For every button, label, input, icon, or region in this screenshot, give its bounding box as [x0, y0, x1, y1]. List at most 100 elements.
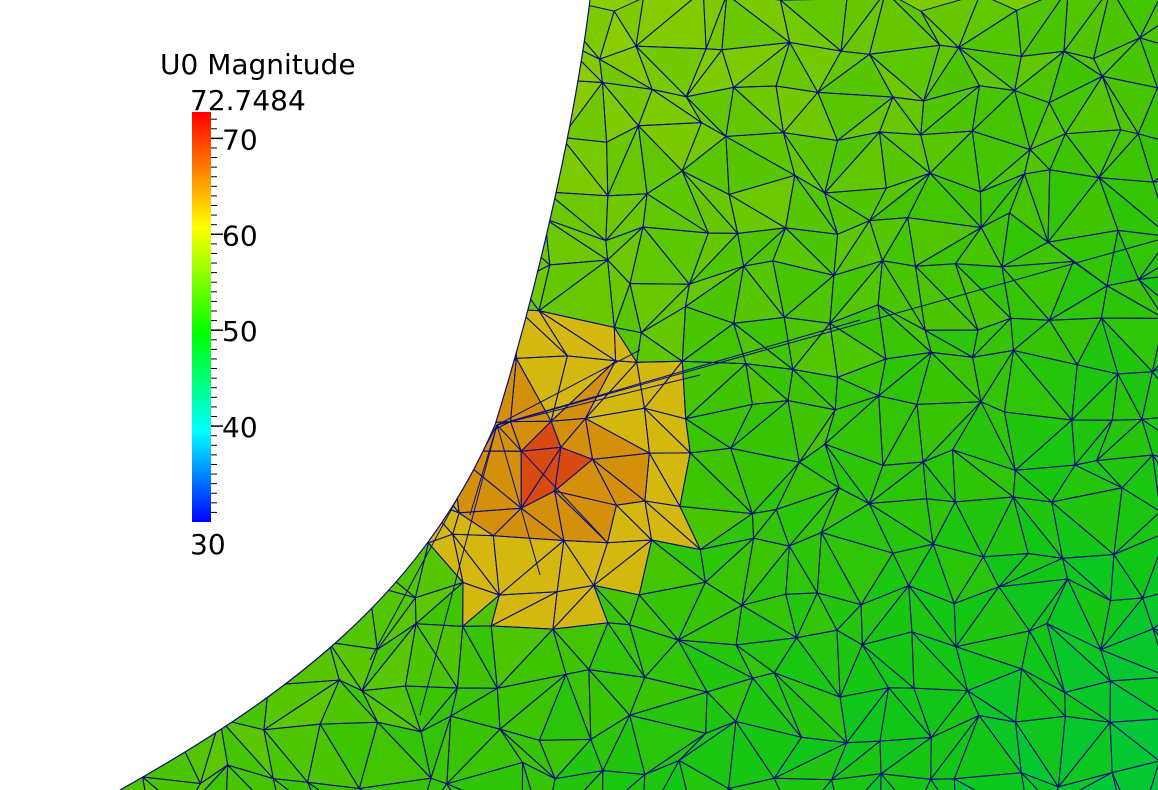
mesh-cell [1113, 532, 1158, 598]
mesh-cell-edge [0, 278, 36, 325]
mesh-cell [588, 669, 630, 740]
mesh-cell [599, 46, 653, 90]
mesh-cell [776, 86, 818, 133]
mesh-cell [144, 216, 199, 274]
mesh-cell [354, 305, 404, 375]
mesh-cell-edge [43, 15, 90, 59]
mesh-cell-edge [512, 79, 563, 139]
mesh-cell-edge [335, 448, 379, 517]
mesh-cell-edge [14, 487, 61, 542]
mesh-cell [956, 630, 1030, 669]
mesh-cell-edge [365, 224, 431, 273]
mesh-cell-edge [137, 215, 189, 275]
mesh-refinement-edge [496, 374, 701, 426]
mesh-cell [360, 92, 407, 151]
mesh-cell [836, 604, 863, 645]
mesh-cell-edge [169, 581, 244, 630]
mesh-cell [880, 773, 915, 790]
mesh-cell [307, 724, 360, 789]
mesh-cell [869, 503, 934, 554]
mesh-cell [15, 541, 56, 584]
mesh-cell-edge [167, 668, 221, 720]
mesh-cell-edge [120, 4, 132, 36]
mesh-cell [840, 644, 889, 697]
mesh-cell [1112, 761, 1158, 790]
mesh-cell-edge [306, 559, 372, 586]
mesh-cell-edge [374, 497, 430, 544]
mesh-cell [825, 444, 883, 504]
mesh-cell [774, 778, 832, 790]
mesh-cell [1051, 502, 1114, 559]
mesh-cell [264, 262, 340, 316]
mesh-cell [869, 45, 940, 101]
mesh-cell [1101, 285, 1158, 319]
mesh-cell [981, 212, 1010, 267]
mesh-cell [446, 729, 523, 784]
mesh-cell [592, 453, 650, 501]
mesh-cell [43, 31, 90, 89]
mesh-cell [1107, 230, 1139, 286]
mesh-cell-edge [191, 147, 242, 198]
mesh-cell-edge [189, 8, 224, 40]
mesh-cell-edge [0, 680, 62, 737]
mesh-cell [1110, 0, 1158, 38]
mesh-cell [192, 131, 217, 197]
mesh-cell-edge [120, 600, 148, 628]
mesh-cell [138, 196, 192, 232]
mesh-cell [1048, 177, 1118, 243]
mesh-cell-edge [125, 668, 185, 727]
mesh-cell [1101, 318, 1158, 372]
mesh-cell [690, 448, 753, 514]
mesh-cell [1075, 460, 1123, 488]
mesh-cell-edge [197, 271, 216, 313]
mesh-cell-edge [48, 541, 87, 584]
mesh-cell-edge [0, 584, 48, 640]
mesh-cell [274, 0, 326, 38]
mesh-cell [462, 287, 519, 332]
mesh-cell [679, 452, 753, 514]
mesh-cell [602, 715, 645, 775]
mesh-cell [120, 676, 127, 742]
mesh-cell [785, 175, 838, 235]
mesh-cell [752, 672, 802, 738]
mesh-cell [880, 687, 932, 742]
mesh-cell-edge [929, 778, 957, 790]
mesh-cell [288, 374, 327, 396]
mesh-cell [190, 9, 224, 40]
mesh-cell [636, 46, 707, 97]
mesh-cell [120, 269, 145, 324]
mesh-cell-edge [402, 423, 457, 452]
mesh-cell [745, 363, 788, 405]
mesh-cell [49, 453, 98, 510]
mesh-cell [364, 399, 401, 450]
mesh-cell-edge [357, 777, 432, 790]
mesh-cell [840, 773, 881, 790]
mesh-cell-edge [216, 105, 273, 152]
mesh-cell-edge [212, 311, 272, 365]
mesh-cell-edge [174, 311, 235, 373]
mesh-cell [0, 278, 36, 325]
mesh-cell [881, 773, 931, 790]
mesh-cell [824, 193, 870, 235]
mesh-cell [324, 514, 376, 561]
mesh-cell-edge [120, 134, 133, 197]
mesh-cell [678, 640, 753, 692]
mesh-cell [1117, 371, 1153, 420]
mesh-cell [817, 51, 870, 93]
mesh-cell [1138, 87, 1158, 150]
mesh-cell [446, 716, 500, 784]
mesh-cell-edge [1137, 86, 1158, 151]
mesh-cell [516, 309, 568, 359]
mesh-cell-edge [281, 190, 318, 233]
mesh-cell [336, 449, 379, 515]
mesh-cell [743, 260, 785, 318]
mesh-cell [191, 0, 239, 39]
mesh-cell-edge [48, 584, 93, 648]
mesh-cell [364, 374, 404, 406]
mesh-cell [521, 491, 564, 541]
mesh-cell [785, 227, 838, 276]
mesh-cell [120, 135, 132, 196]
mesh-cell-edge [130, 195, 194, 233]
